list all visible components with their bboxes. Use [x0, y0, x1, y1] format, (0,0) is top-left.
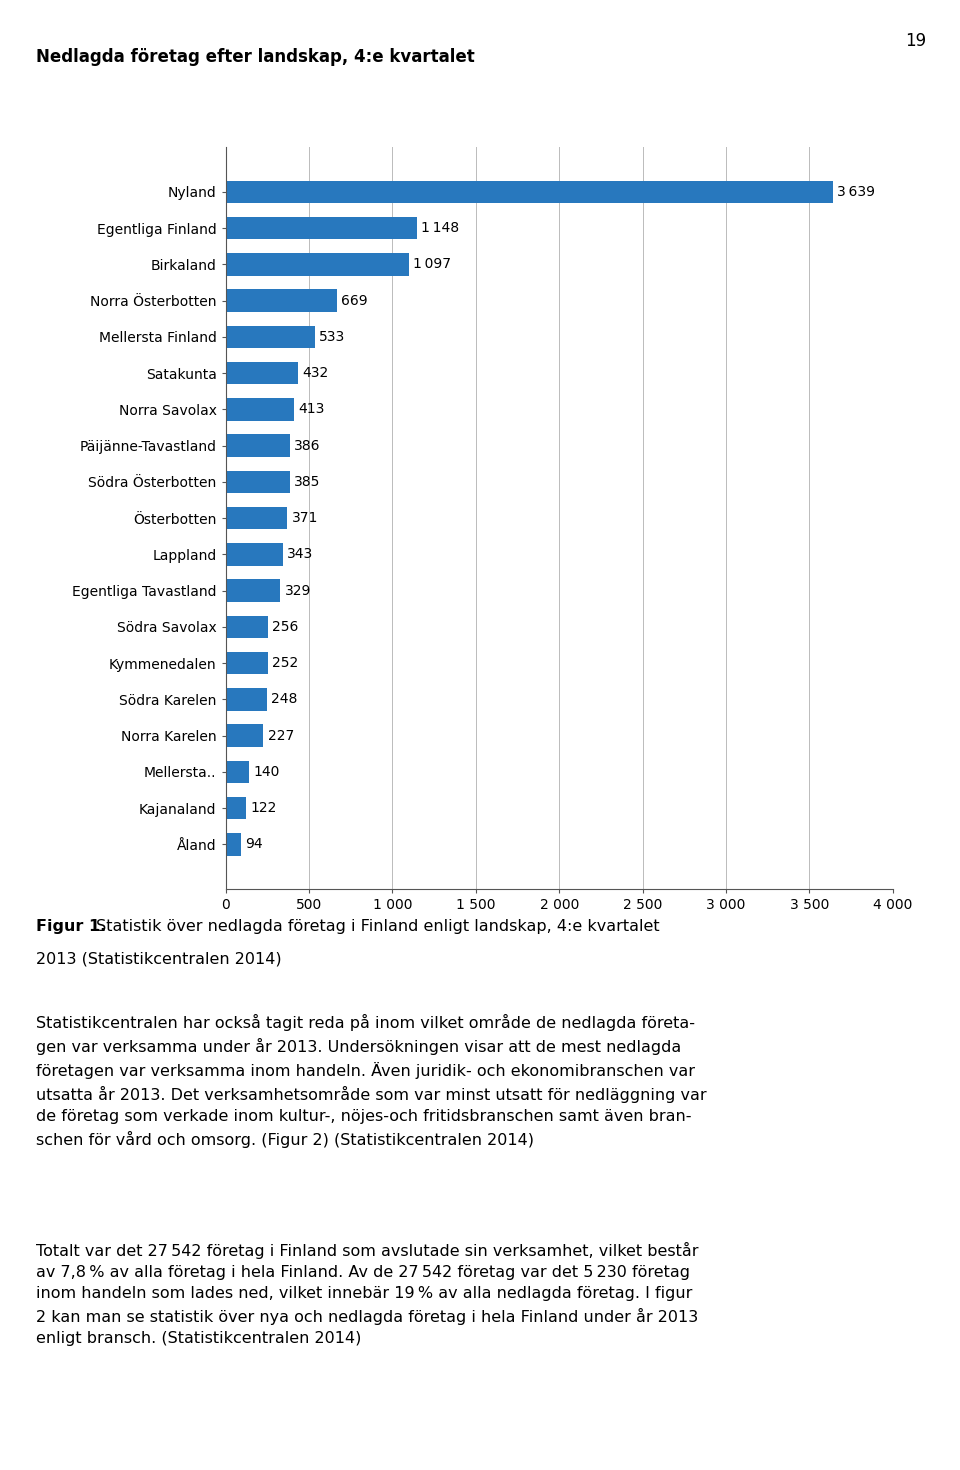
Text: 3 639: 3 639: [837, 185, 875, 198]
Bar: [226, 398, 295, 420]
Text: Totalt var det 27 542 företag i Finland som avslutade sin verksamhet, vilket bes: Totalt var det 27 542 företag i Finland …: [36, 1242, 699, 1347]
Text: 227: 227: [268, 729, 294, 742]
Bar: [226, 507, 287, 529]
Bar: [226, 326, 315, 348]
Bar: [226, 760, 249, 784]
Bar: [226, 688, 267, 710]
Bar: [226, 797, 246, 819]
Text: 343: 343: [287, 547, 313, 562]
Bar: [226, 181, 832, 203]
Text: 122: 122: [251, 801, 276, 816]
Text: 533: 533: [319, 329, 345, 344]
Text: 2013 (Statistikcentralen 2014): 2013 (Statistikcentralen 2014): [36, 951, 282, 966]
Bar: [226, 579, 280, 601]
Text: 329: 329: [285, 584, 311, 598]
Text: 1 148: 1 148: [421, 220, 460, 235]
Text: 248: 248: [271, 692, 298, 707]
Text: 371: 371: [292, 512, 318, 525]
Text: Statistik över nedlagda företag i Finland enligt landskap, 4:e kvartalet: Statistik över nedlagda företag i Finlan…: [91, 919, 660, 933]
Bar: [226, 362, 298, 385]
Text: 386: 386: [294, 438, 321, 453]
Text: Statistikcentralen har också tagit reda på inom vilket område de nedlagda företa: Statistikcentralen har också tagit reda …: [36, 1014, 708, 1148]
Text: Nedlagda företag efter landskap, 4:e kvartalet: Nedlagda företag efter landskap, 4:e kva…: [36, 49, 475, 66]
Text: 256: 256: [273, 620, 299, 634]
Bar: [226, 651, 268, 675]
Text: 252: 252: [272, 656, 298, 670]
Text: 385: 385: [294, 475, 321, 490]
Bar: [226, 435, 290, 457]
Text: Figur 1.: Figur 1.: [36, 919, 107, 933]
Text: 432: 432: [301, 366, 328, 381]
Text: 413: 413: [299, 403, 325, 416]
Bar: [226, 470, 290, 492]
Bar: [226, 544, 283, 566]
Bar: [226, 253, 409, 276]
Text: 94: 94: [246, 838, 263, 851]
Text: 140: 140: [253, 764, 279, 779]
Text: 669: 669: [342, 294, 368, 307]
Bar: [226, 290, 337, 312]
Bar: [226, 616, 268, 638]
Text: 1 097: 1 097: [413, 257, 451, 272]
Text: 19: 19: [905, 32, 926, 50]
Bar: [226, 833, 241, 856]
Bar: [226, 725, 263, 747]
Bar: [226, 218, 417, 240]
